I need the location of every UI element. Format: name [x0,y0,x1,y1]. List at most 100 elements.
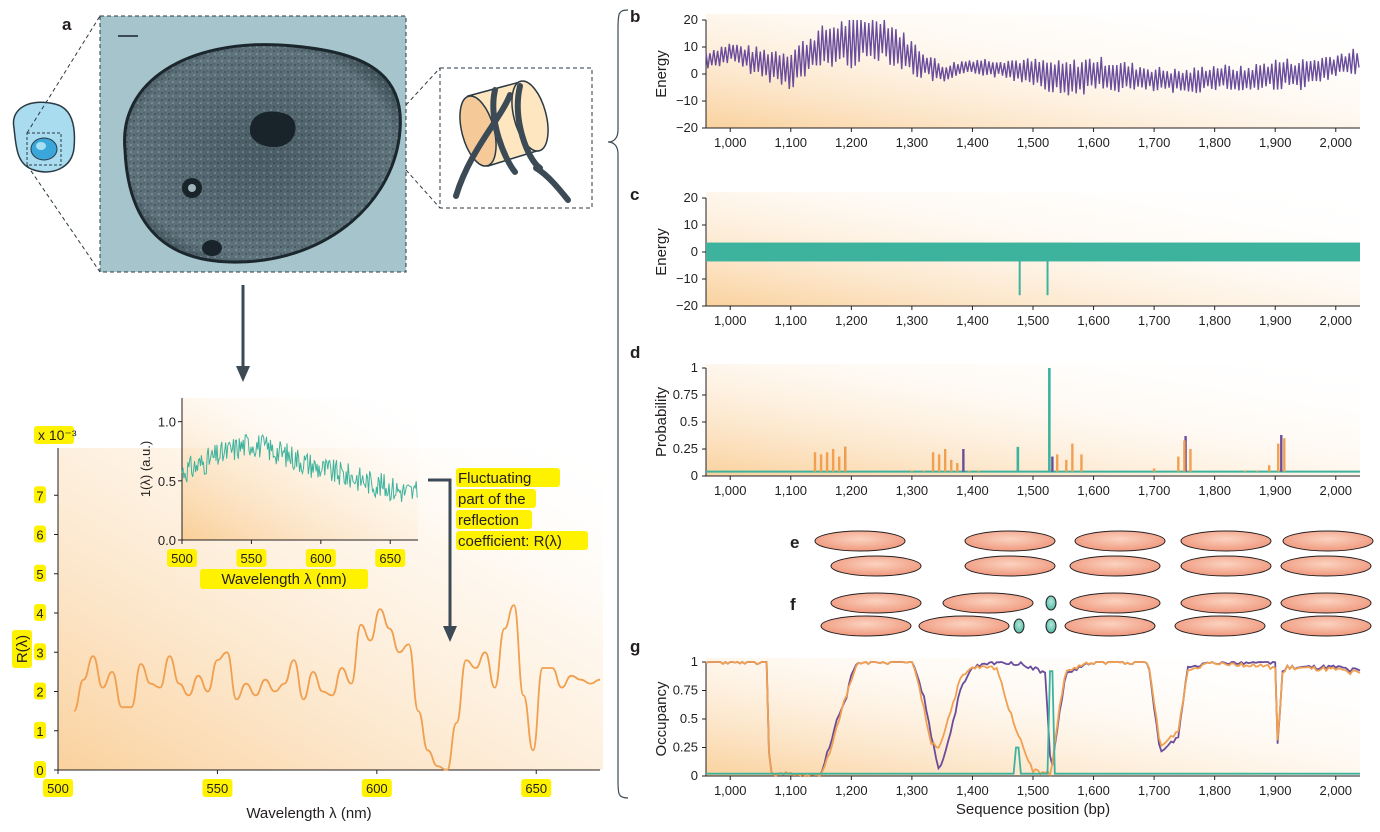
panel-letter-g: g [630,637,640,656]
x-axis-label: Sequence position (bp) [956,801,1110,818]
y-tick-label: 6 [36,528,43,543]
y-tick-label: 10 [684,217,698,232]
x-tick-label: 2,000 [1320,783,1353,798]
y-axis-label: Energy [653,50,670,98]
panel-letter-e: e [790,533,799,552]
occupancy-line-orange [705,660,1361,778]
y-tick-label: 0 [691,66,698,81]
chart-g: 1 0.75 0.5 0.25 0 1,000 1,100 1,200 1,300 1,400 1,… [653,654,1361,818]
x-tick-label: 1,000 [714,313,747,328]
y-axis-label-highlight [12,630,32,668]
corner-arrow-icon [428,478,457,642]
x-tick-label: 1,500 [1017,483,1050,498]
y-tick-label: 0.5 [680,711,698,726]
main-chart: 0 1 2 3 4 5 6 7 500 550 600 650 x 10⁻³ R(λ) Wavelength… [12,426,601,822]
y-tick-label: 20 [684,12,698,27]
y-axis-label: R(λ) [14,635,31,663]
scale-label-highlight [34,426,74,444]
x-axis-label: Wavelength λ (nm) [221,571,346,588]
panel-letter-a: a [62,15,72,34]
x-tick-label: 1,600 [1077,135,1110,150]
x-tick-label: 1,000 [714,135,747,150]
y-tick-label: 2 [36,685,43,700]
inset-chart: 0.0 0.5 1.0 500 550 600 650 Wavelength λ (nm) 1(… [138,398,418,589]
x-tick-highlight [236,549,267,567]
x-tick-label: 1,500 [1017,783,1050,798]
x-tick-label: 1,300 [896,135,929,150]
x-tick-label: 1,400 [956,135,989,150]
panel-letter-d: d [630,343,640,362]
y-tick-label: 4 [36,606,43,621]
y-tick-label: 20 [684,190,698,205]
y-tick-label: 0 [36,763,43,778]
x-tick-label: 1,800 [1198,135,1231,150]
x-tick-label: 1,100 [775,483,808,498]
x-tick-label: 1,300 [896,483,929,498]
annotation-line-4: coefficient: R(λ) [458,533,562,550]
y-tick-label: 0 [691,468,698,483]
y-tick-highlight [34,564,46,582]
brace [607,9,629,799]
intensity-line [181,433,418,502]
y-tick-label: 0 [691,244,698,259]
zoom-line-nuc-top [405,67,441,106]
x-tick-label: 1,700 [1138,483,1171,498]
x-tick-label: 1,800 [1198,313,1231,328]
chart-c: 20 10 0 −10 −20 1,000 1,100 1,200 1,300 1,400 1,50… [653,190,1360,328]
y-tick-highlight [34,721,46,739]
y-tick-label: 1.0 [158,415,176,430]
y-tick-label: 0.5 [158,474,176,489]
y-tick-label: 0 [691,768,698,783]
x-tick-label: 1,100 [775,313,808,328]
y-tick-label: 0.25 [673,740,698,755]
x-tick-label: 2,000 [1320,135,1353,150]
annotation-box: Fluctuating part of the reflection coeff… [456,468,588,550]
x-tick-label: 650 [525,781,547,796]
x-tick-label: 1,600 [1077,313,1110,328]
x-tick-label: 1,600 [1077,783,1110,798]
x-tick-label: 600 [310,551,332,566]
y-tick-label: −10 [676,271,698,286]
x-tick-label: 1,200 [835,313,868,328]
y-tick-label: 3 [36,645,43,660]
x-tick-label: 1,400 [956,783,989,798]
x-tick-label: 1,100 [775,135,808,150]
y-tick-label: 1 [36,724,43,739]
nucleosome-row-e [814,530,1374,577]
x-tick-label: 1,600 [1077,483,1110,498]
y-tick-label: 0.5 [680,414,698,429]
x-tick-label: 1,700 [1138,135,1171,150]
x-tick-label: 1,900 [1259,135,1292,150]
x-tick-label: 1,300 [896,313,929,328]
x-tick-label: 1,400 [956,483,989,498]
energy-line [705,19,1360,96]
y-axis-label: Energy [653,228,670,276]
y-tick-highlight [34,761,46,778]
y-tick-highlight [34,486,46,504]
x-tick-label: 1,900 [1259,483,1292,498]
annotation-line-2: part of the [458,491,526,508]
x-tick-label: 1,300 [896,783,929,798]
y-tick-label: −20 [676,120,698,135]
panel-letter-c: c [630,185,639,204]
y-tick-label: 7 [36,488,43,503]
y-tick-label: 1 [691,654,698,669]
x-tick-label: 1,200 [835,783,868,798]
scale-label: x 10⁻³ [38,427,77,443]
annotation-line-1: Fluctuating [458,470,531,487]
x-tick-label: 1,100 [775,783,808,798]
y-tick-highlight [34,682,46,700]
x-tick-highlight [521,779,552,797]
x-tick-label: 500 [47,781,69,796]
zoom-line-nuc-bottom [405,169,441,209]
x-tick-highlight [43,779,73,797]
y-tick-label: −10 [676,93,698,108]
x-tick-highlight [305,549,336,567]
annotation-line-3: reflection [458,512,519,529]
x-tick-label: 1,400 [956,313,989,328]
x-tick-label: 1,700 [1138,783,1171,798]
x-tick-highlight [167,549,197,567]
x-tick-highlight [375,549,406,567]
nucleus-micrograph-image [99,15,407,273]
y-tick-highlight [34,604,46,621]
